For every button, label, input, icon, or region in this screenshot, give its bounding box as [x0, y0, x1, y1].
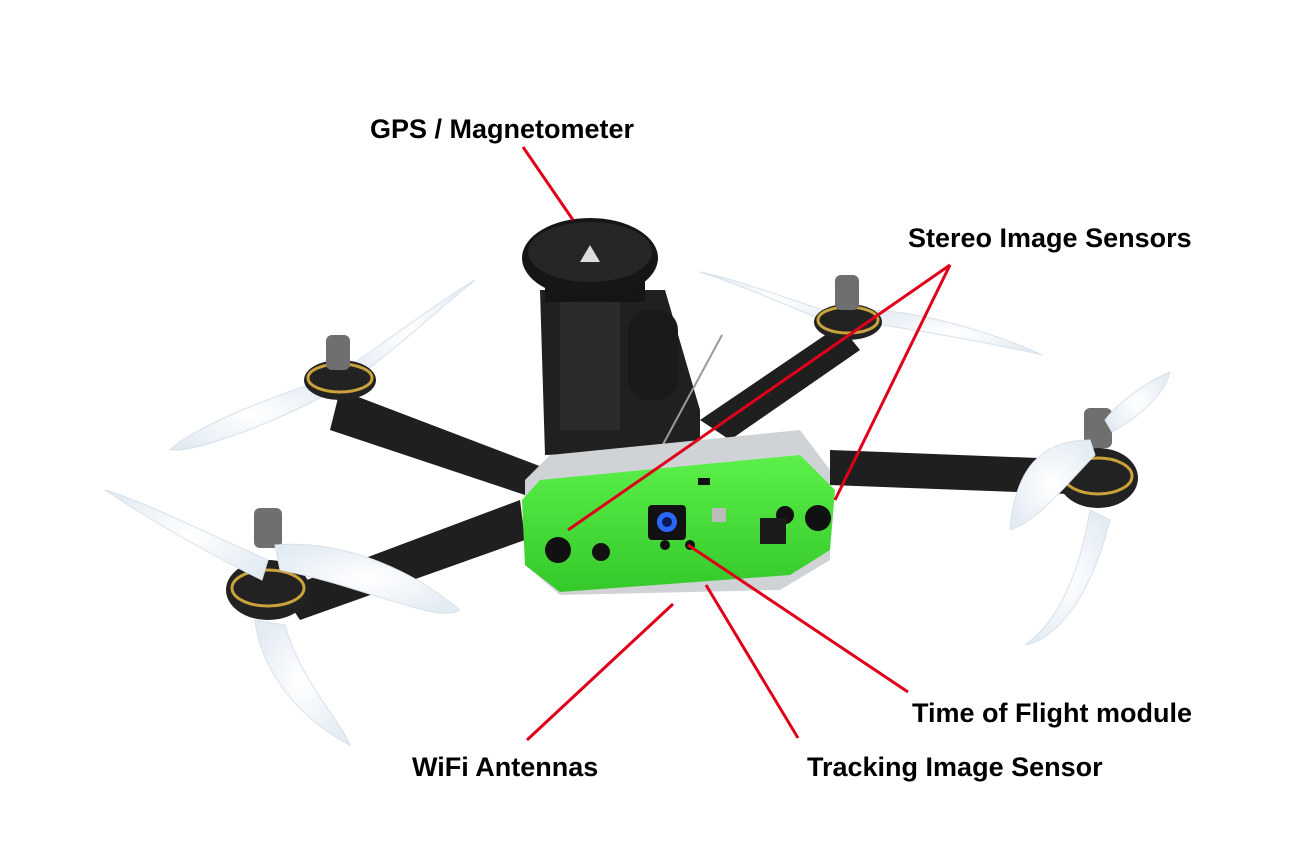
propeller-front-right	[1009, 371, 1171, 646]
leader-tracking	[704, 584, 800, 739]
propeller-rear-left	[168, 279, 476, 451]
leader-gps	[521, 146, 575, 221]
gps-puck	[522, 218, 658, 302]
leader-wifi	[525, 602, 675, 742]
motor-front-left	[226, 508, 310, 620]
motor-rear-right	[814, 275, 882, 340]
center-stack	[540, 290, 700, 455]
tof-module	[760, 518, 786, 544]
antenna-whip	[659, 334, 723, 451]
leader-tof	[687, 543, 909, 694]
label-tracking-image-sensor: Tracking Image Sensor	[807, 752, 1103, 782]
label-gps-magnetometer: GPS / Magnetometer	[370, 114, 635, 144]
motor-rear-left	[304, 335, 376, 400]
stereo-camera-left	[545, 537, 571, 563]
label-wifi-antennas: WiFi Antennas	[412, 752, 599, 782]
propeller-front-left	[104, 489, 461, 747]
sensor-board	[522, 430, 835, 595]
leader-stereo-right	[833, 264, 952, 501]
stereo-camera-right	[805, 505, 831, 531]
leader-lines	[521, 146, 952, 742]
label-stereo-image-sensors: Stereo Image Sensors	[908, 223, 1192, 253]
leader-stereo-left	[567, 263, 951, 532]
label-time-of-flight-module: Time of Flight module	[912, 698, 1192, 728]
